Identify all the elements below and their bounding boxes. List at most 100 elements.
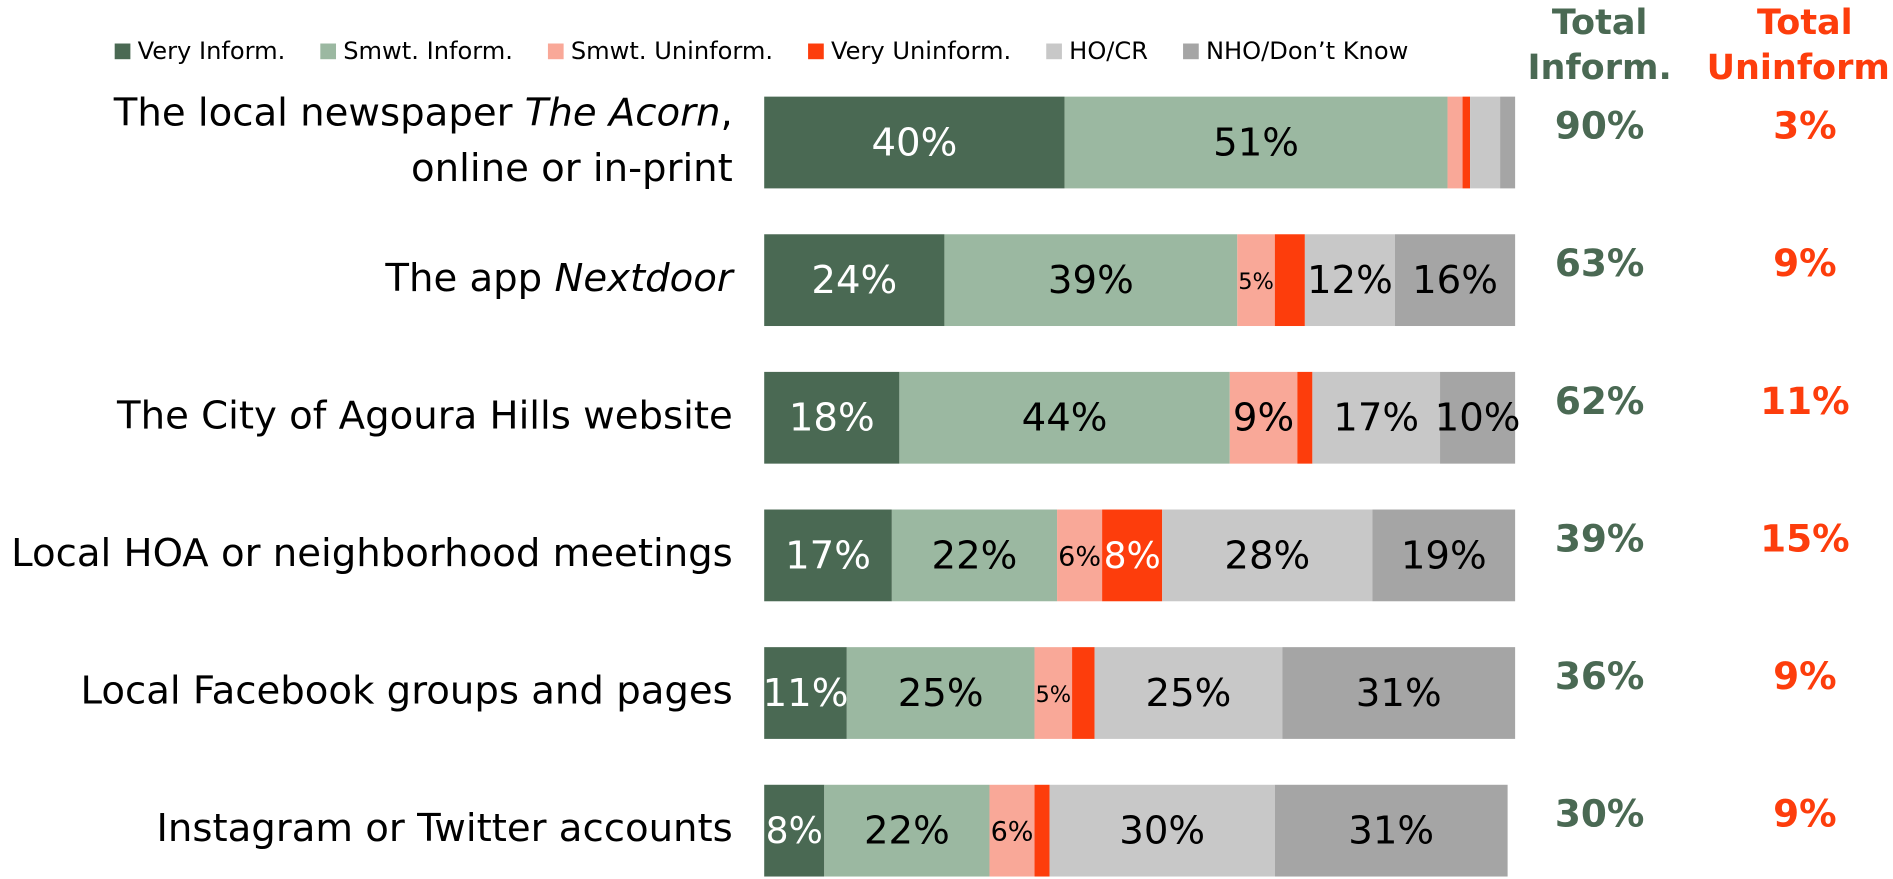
bar-segment: [1057, 509, 1103, 602]
data-label: 8%: [766, 811, 823, 852]
total-value: 39%: [1555, 516, 1645, 560]
bar-segment: [764, 647, 847, 739]
data-label: 30%: [1119, 809, 1205, 854]
total-header: Total: [1552, 3, 1648, 43]
total-value: 15%: [1760, 516, 1850, 560]
total-header: Inform.: [1528, 48, 1672, 88]
data-label: 25%: [1146, 671, 1232, 716]
bar-segment: [1304, 234, 1395, 327]
data-label: 5%: [1035, 682, 1071, 708]
bar-segment: [1282, 647, 1516, 739]
bar-segment: [764, 371, 900, 464]
category-label: Instagram or Twitter accounts: [157, 806, 733, 851]
data-label: 28%: [1224, 533, 1310, 578]
legend-label: Smwt. Inform.: [343, 37, 513, 65]
data-label: 44%: [1022, 396, 1108, 441]
bar-segment: [891, 509, 1058, 602]
total-value: 3%: [1773, 104, 1837, 148]
data-label: 17%: [785, 533, 871, 578]
data-label: 12%: [1307, 258, 1393, 303]
bar-segment: [1229, 371, 1298, 464]
legend-swatch: [114, 43, 131, 60]
bar-segment: [846, 647, 1035, 739]
bar-segment: [1162, 509, 1373, 602]
data-label: 11%: [763, 671, 849, 716]
data-label: 51%: [1213, 120, 1299, 165]
legend-swatch: [808, 43, 824, 60]
bar-segment: [1470, 96, 1501, 189]
category-label: online or in-print: [411, 146, 733, 191]
bar-segment: [1274, 784, 1508, 877]
data-label: 40%: [871, 120, 957, 165]
legend-label: Very Uninform.: [831, 37, 1011, 65]
legend-label: HO/CR: [1069, 37, 1148, 65]
total-header: Total: [1757, 3, 1853, 43]
bar-segment: [1372, 509, 1516, 602]
data-label: 22%: [932, 533, 1018, 578]
bar-segment: [1274, 234, 1305, 327]
total-value: 9%: [1773, 654, 1837, 698]
bar-segment: [944, 234, 1238, 327]
bar-segment: [1094, 647, 1283, 739]
total-value: 62%: [1555, 379, 1645, 423]
legend-swatch: [1046, 43, 1062, 60]
total-header: Uninform.: [1707, 48, 1893, 88]
total-value: 9%: [1773, 241, 1837, 285]
data-label: 5%: [1238, 269, 1274, 295]
data-label: 6%: [991, 817, 1034, 848]
total-value: 30%: [1555, 792, 1645, 836]
legend-label: Smwt. Uninform.: [571, 37, 773, 65]
total-value: 11%: [1760, 379, 1850, 423]
bar-segment: [824, 784, 990, 877]
bar-segment: [899, 371, 1230, 464]
bar-segment: [1500, 96, 1516, 189]
bar-segment: [1102, 509, 1163, 602]
bar-segment: [1034, 647, 1073, 739]
bar-segment: [989, 784, 1035, 877]
bar-segment: [1312, 371, 1441, 464]
bar-segment: [1394, 234, 1516, 327]
bar-segment: [1072, 647, 1095, 739]
category-label: The app Nextdoor: [384, 256, 735, 301]
data-label: 19%: [1401, 533, 1487, 578]
data-label: 31%: [1356, 671, 1442, 716]
bar-segment: [1447, 96, 1463, 189]
legend-label: NHO/Don’t Know: [1206, 37, 1408, 65]
legend-swatch: [1183, 43, 1199, 60]
total-value: 90%: [1555, 104, 1645, 148]
bar-segment: [1064, 96, 1448, 189]
data-label: 8%: [1104, 536, 1161, 577]
category-label: Local HOA or neighborhood meetings: [11, 531, 733, 576]
bar-segment: [1297, 371, 1313, 464]
data-label: 10%: [1435, 396, 1521, 441]
bar-segment: [764, 96, 1065, 189]
data-label: 39%: [1048, 258, 1134, 303]
category-label: The City of Agoura Hills website: [116, 393, 733, 438]
bar-segment: [764, 784, 825, 877]
category-label: Local Facebook groups and pages: [81, 669, 733, 714]
bar-segment: [1440, 371, 1516, 464]
legend-swatch: [547, 43, 564, 60]
data-label: 6%: [1058, 541, 1101, 572]
bar-segment: [764, 234, 945, 327]
data-label: 25%: [898, 671, 984, 716]
bar-segment: [1034, 784, 1050, 877]
data-label: 31%: [1348, 809, 1434, 854]
total-value: 9%: [1773, 792, 1837, 836]
bar-segment: [764, 509, 892, 602]
data-label: 18%: [789, 396, 875, 441]
data-label: 17%: [1333, 396, 1419, 441]
data-label: 16%: [1412, 258, 1498, 303]
bar-segment: [1049, 784, 1275, 877]
legend-swatch: [320, 43, 337, 60]
bar-segment: [1462, 96, 1471, 189]
data-label: 22%: [864, 809, 950, 854]
bar-segment: [1237, 234, 1275, 327]
legend-label: Very Inform.: [138, 37, 286, 65]
total-value: 36%: [1555, 654, 1645, 698]
data-label: 24%: [811, 258, 897, 303]
data-label: 9%: [1233, 396, 1294, 441]
total-value: 63%: [1555, 241, 1645, 285]
category-label: The local newspaper The Acorn,: [113, 90, 733, 135]
